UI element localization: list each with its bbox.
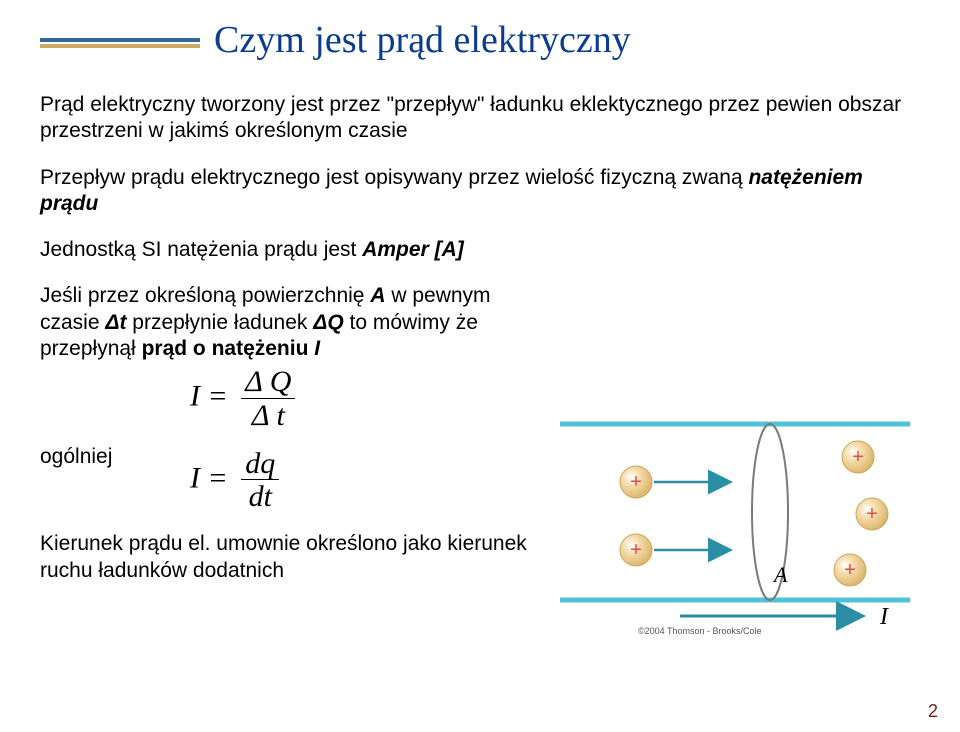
- p4-dt: Δt: [105, 311, 126, 334]
- equation-1: I = Δ Q Δ t: [190, 366, 530, 432]
- eq1-num: Δ Q: [241, 366, 295, 399]
- figure: + + + + +: [560, 402, 920, 642]
- equation-2: I = dq dt: [190, 448, 530, 514]
- rule-bot: [40, 44, 200, 48]
- charge-1: +: [620, 466, 652, 498]
- slide: Czym jest prąd elektryczny Prąd elektryc…: [0, 0, 960, 732]
- left-block: Jeśli przez określoną powierzchnię A w p…: [40, 283, 530, 584]
- eq2-den: dt: [241, 480, 279, 513]
- paragraph-4: Jeśli przez określoną powierzchnię A w p…: [40, 283, 530, 362]
- title-block: Czym jest prąd elektryczny: [40, 18, 920, 62]
- paragraph-1: Prąd elektryczny tworzony jest przez "pr…: [40, 92, 920, 145]
- eq1-frac: Δ Q Δ t: [241, 366, 295, 432]
- eq2-frac: dq dt: [241, 448, 279, 514]
- page-title: Czym jest prąd elektryczny: [214, 18, 631, 62]
- charges: + + + + +: [620, 441, 888, 586]
- page-number: 2: [928, 701, 938, 722]
- charge-4: +: [856, 498, 888, 530]
- p4-e: prąd o natężeniu: [142, 337, 315, 360]
- p4-I: I: [314, 337, 320, 360]
- paragraph-3: Jednostką SI natężenia prądu jest Amper …: [40, 237, 920, 263]
- copyright: ©2004 Thomson - Brooks/Cole: [638, 626, 762, 636]
- plus-icon: +: [630, 471, 642, 493]
- label-I: I: [879, 604, 889, 630]
- charge-2: +: [620, 534, 652, 566]
- paragraph-5: Kierunek prądu el. umownie określono jak…: [40, 531, 530, 584]
- charge-3: +: [842, 441, 874, 473]
- plus-icon: +: [852, 446, 864, 468]
- p4-A: A: [370, 284, 385, 307]
- eq1-lhs: I =: [190, 380, 228, 413]
- eq2-num: dq: [241, 448, 279, 481]
- eq2-lhs: I =: [190, 461, 228, 494]
- p3-text: Jednostką SI natężenia prądu jest: [40, 238, 362, 261]
- eq1-den: Δ t: [241, 399, 295, 432]
- title-rule: [40, 38, 200, 48]
- rule-top: [40, 38, 200, 42]
- p4-c: przepłynie ładunek: [126, 311, 313, 334]
- p3-term: Amper [A]: [362, 238, 464, 261]
- p4-a: Jeśli przez określoną powierzchnię: [40, 284, 370, 307]
- paragraph-2: Przepływ prądu elektrycznego jest opisyw…: [40, 165, 920, 218]
- figure-svg: + + + + +: [560, 402, 920, 642]
- charge-5: +: [834, 554, 866, 586]
- label-A: A: [772, 562, 788, 587]
- p2-text: Przepływ prądu elektrycznego jest opisyw…: [40, 166, 748, 189]
- p4-dQ: ΔQ: [313, 311, 343, 334]
- plus-icon: +: [630, 539, 642, 561]
- plus-icon: +: [844, 559, 856, 581]
- plus-icon: +: [866, 503, 878, 525]
